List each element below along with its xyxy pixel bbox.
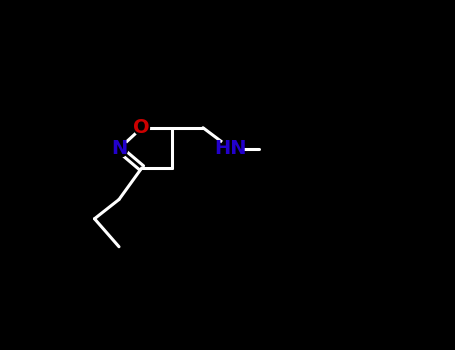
Circle shape xyxy=(134,120,149,135)
Text: N: N xyxy=(111,139,127,158)
Text: O: O xyxy=(133,118,150,137)
Circle shape xyxy=(221,138,242,159)
Circle shape xyxy=(110,140,128,158)
Text: HN: HN xyxy=(215,139,247,158)
